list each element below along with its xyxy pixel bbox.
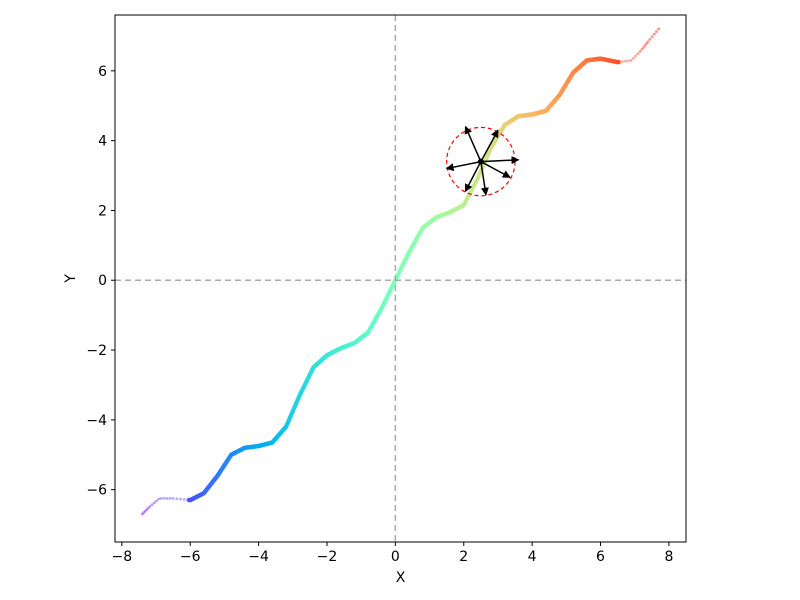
y-axis-label: Y (63, 274, 79, 284)
data-point (140, 512, 144, 516)
data-point (179, 497, 182, 501)
data-point (175, 497, 179, 501)
data-point (638, 50, 642, 53)
direction-arrow (480, 160, 511, 178)
data-point (650, 35, 654, 39)
data-point (618, 60, 621, 64)
data-point (652, 32, 656, 36)
direction-arrow (480, 156, 520, 165)
y-tick-label: 2 (98, 203, 107, 219)
highlight-center-point (477, 158, 484, 165)
data-point (150, 503, 154, 507)
y-tick-label: −6 (86, 483, 107, 499)
data-point (162, 496, 166, 500)
data-point (648, 38, 652, 41)
x-tick-label: −8 (112, 549, 133, 565)
data-point (640, 47, 644, 51)
data-point (624, 59, 627, 63)
reference-lines (115, 15, 686, 542)
y-tick-label: 0 (98, 273, 107, 289)
data-point (629, 58, 633, 62)
highlight-region (445, 125, 520, 197)
direction-arrow (445, 160, 482, 172)
data-point (182, 498, 186, 501)
data-point (626, 59, 630, 63)
x-tick-label: −6 (180, 549, 201, 565)
y-tick-label: −2 (86, 343, 107, 359)
data-point (155, 499, 158, 503)
y-tick-label: 6 (98, 64, 107, 80)
direction-arrow (464, 125, 482, 162)
data-point (148, 505, 152, 508)
data-point (655, 30, 658, 33)
data-point (168, 496, 172, 500)
data-point (642, 46, 645, 49)
x-tick-label: 8 (664, 549, 673, 565)
data-point (646, 40, 650, 44)
data-point (160, 496, 163, 500)
data-point (643, 44, 647, 47)
x-axis-label: X (396, 570, 406, 586)
data-point (636, 52, 640, 56)
data-point (621, 60, 624, 63)
data-point (157, 497, 161, 501)
data-point (145, 508, 149, 511)
data-point (645, 42, 648, 46)
x-tick-label: 6 (596, 549, 605, 565)
direction-arrow (480, 161, 489, 196)
data-point (143, 509, 147, 513)
data-point (152, 501, 156, 505)
data-point (632, 56, 635, 60)
axis-ticks: −8 −6 −4 −2 0 2 4 6 8 −6 −4 −2 0 2 4 6 (86, 64, 673, 565)
data-point (165, 496, 169, 500)
data-point (634, 54, 638, 58)
x-tick-label: 4 (528, 549, 537, 565)
data-point (142, 511, 146, 514)
x-tick-label: −4 (248, 549, 269, 565)
data-point (146, 506, 150, 510)
x-tick-label: −2 (317, 549, 338, 565)
plot-area-frame (114, 14, 687, 543)
direction-arrow (480, 129, 499, 162)
y-tick-label: −4 (86, 413, 107, 429)
y-tick-label: 4 (98, 134, 107, 150)
data-points (140, 27, 661, 516)
data-point (616, 59, 621, 65)
data-point (171, 496, 175, 500)
direction-arrow (464, 161, 482, 193)
data-point (657, 27, 661, 31)
x-tick-label: 2 (459, 549, 468, 565)
x-tick-label: 0 (391, 549, 400, 565)
